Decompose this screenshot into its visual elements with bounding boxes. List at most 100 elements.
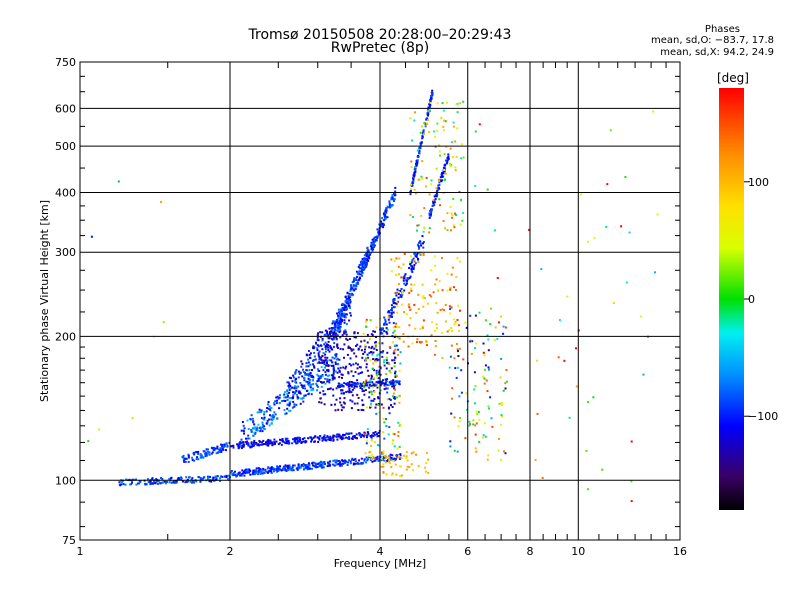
scatter-point-2930 xyxy=(408,466,411,469)
scatter-point-2742 xyxy=(441,102,444,105)
scatter-point-1021 xyxy=(286,396,289,399)
scatter-point-2651 xyxy=(443,309,446,312)
scatter-point-2149 xyxy=(397,293,400,295)
scatter-point-1645 xyxy=(327,340,330,343)
scatter-point-1132 xyxy=(334,363,337,366)
scatter-point-79 xyxy=(209,476,212,478)
scatter-point-2048 xyxy=(370,241,373,244)
scatter-point-328 xyxy=(229,471,232,474)
scatter-point-3003 xyxy=(575,347,577,350)
scatter-point-2604 xyxy=(396,311,399,314)
scatter-point-873 xyxy=(375,384,378,387)
scatter-point-571 xyxy=(183,460,186,463)
scatter-point-1582 xyxy=(327,364,330,367)
scatter-point-141 xyxy=(225,476,228,479)
scatter-point-1415 xyxy=(343,330,346,333)
scatter-point-1614 xyxy=(353,332,356,335)
scatter-point-557 xyxy=(192,452,195,455)
scatter-point-2646 xyxy=(391,341,394,344)
scatter-point-754 xyxy=(266,442,269,445)
scatter-point-1871 xyxy=(354,277,357,280)
scatter-point-2459 xyxy=(398,369,401,372)
scatter-point-1331 xyxy=(322,352,325,355)
chart-title: Tromsø 20150508 20:28:00–20:29:43 xyxy=(248,27,512,43)
scatter-point-1190 xyxy=(331,378,334,381)
scatter-point-380 xyxy=(260,470,263,473)
scatter-point-387 xyxy=(283,468,285,471)
scatter-point-1164 xyxy=(332,372,335,375)
scatter-point-1818 xyxy=(356,279,359,282)
scatter-point-893 xyxy=(366,384,369,387)
scatter-point-2207 xyxy=(393,306,396,308)
scatter-point-2955 xyxy=(405,457,408,460)
scatter-point-2626 xyxy=(433,330,436,333)
scatter-point-676 xyxy=(250,445,253,448)
scatter-point-808 xyxy=(329,438,332,441)
scatter-point-1624 xyxy=(350,391,353,394)
scatter-point-2539 xyxy=(365,442,368,445)
scatter-point-2612 xyxy=(416,341,418,343)
scatter-point-1884 xyxy=(337,326,340,329)
scatter-point-24 xyxy=(146,478,149,480)
scatter-point-2824 xyxy=(451,397,453,400)
scatter-point-1929 xyxy=(347,302,350,305)
scatter-point-1361 xyxy=(305,365,308,368)
scatter-point-58 xyxy=(161,478,164,480)
scatter-point-890 xyxy=(385,380,387,383)
scatter-point-1501 xyxy=(344,367,347,370)
scatter-point-3 xyxy=(219,480,222,483)
scatter-point-771 xyxy=(232,446,235,449)
scatter-point-2428 xyxy=(374,343,377,346)
scatter-point-1124 xyxy=(274,413,277,416)
scatter-point-2160 xyxy=(384,320,387,323)
scatter-point-2712 xyxy=(453,125,455,128)
scatter-point-988 xyxy=(294,404,297,407)
scatter-point-2481 xyxy=(397,434,400,437)
scatter-point-2590 xyxy=(454,321,457,324)
scatter-point-764 xyxy=(341,436,344,439)
scatter-point-98 xyxy=(210,480,213,483)
scatter-point-1282 xyxy=(304,371,306,374)
scatter-point-695 xyxy=(321,439,324,442)
scatter-point-284 xyxy=(394,459,397,462)
scatter-point-474 xyxy=(327,462,330,465)
scatter-point-897 xyxy=(353,383,356,386)
scatter-point-1238 xyxy=(345,313,348,316)
scatter-point-2169 xyxy=(390,312,393,315)
scatter-point-2369 xyxy=(438,187,440,189)
scatter-point-465 xyxy=(236,474,238,477)
scatter-point-1725 xyxy=(370,351,373,354)
scatter-point-2948 xyxy=(399,475,401,477)
scatter-point-2546 xyxy=(434,264,437,267)
scatter-point-549 xyxy=(182,454,185,457)
scatter-point-1016 xyxy=(246,419,249,422)
scatter-point-2842 xyxy=(468,424,471,427)
scatter-point-1297 xyxy=(329,333,331,335)
scatter-point-1047 xyxy=(268,405,271,408)
scatter-point-1542 xyxy=(339,366,342,369)
scatter-point-2916 xyxy=(388,460,391,463)
scatter-point-1667 xyxy=(330,346,333,349)
scatter-point-1689 xyxy=(342,348,345,351)
scatter-point-983 xyxy=(270,422,273,425)
scatter-point-1733 xyxy=(371,345,374,348)
scatter-point-1094 xyxy=(316,389,319,392)
scatter-point-969 xyxy=(282,399,285,402)
scatter-point-77 xyxy=(131,481,133,484)
scatter-point-905 xyxy=(346,384,349,386)
scatter-point-2723 xyxy=(413,119,416,122)
scatter-point-1189 xyxy=(316,384,319,387)
scatter-point-343 xyxy=(336,460,339,463)
scatter-point-1516 xyxy=(368,391,371,394)
scatter-point-1690 xyxy=(327,334,330,337)
scatter-point-835 xyxy=(322,436,325,438)
scatter-point-539 xyxy=(220,449,223,452)
scatter-point-1093 xyxy=(334,370,337,373)
scatter-point-1698 xyxy=(319,397,322,400)
scatter-point-1550 xyxy=(352,348,355,351)
scatter-point-2898 xyxy=(496,338,499,340)
scatter-point-1616 xyxy=(385,367,388,370)
scatter-point-2829 xyxy=(476,413,479,416)
scatter-point-431 xyxy=(343,459,346,462)
scatter-point-1598 xyxy=(381,355,384,358)
